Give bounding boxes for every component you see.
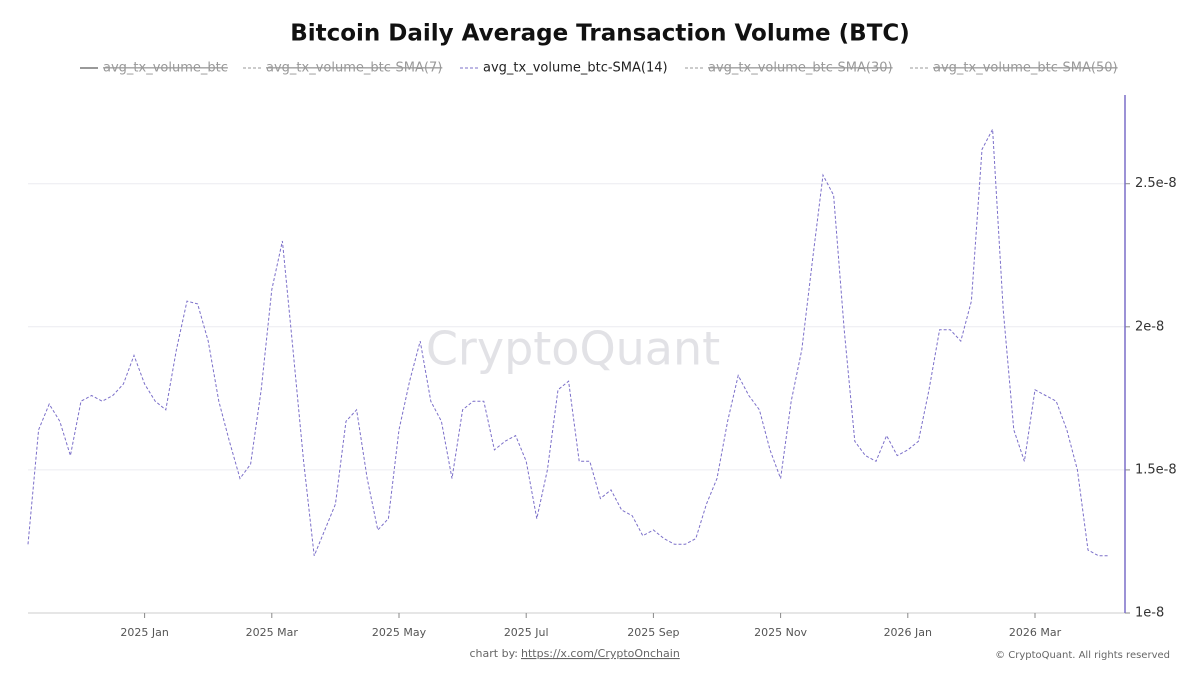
x-tick-label: 2025 Sep xyxy=(627,626,679,639)
x-tick-label: 2025 Jul xyxy=(504,626,549,639)
legend-item[interactable]: avg_tx_volume_btc-SMA(14) xyxy=(460,61,668,76)
credit-prefix: chart by: xyxy=(470,647,519,660)
y-tick-label: 2e-8 xyxy=(1135,319,1164,334)
x-tick-label: 2026 Mar xyxy=(1009,626,1062,639)
plot-area xyxy=(27,127,1110,557)
y-tick-label: 1.5e-8 xyxy=(1135,462,1177,477)
x-tick-label: 2025 Nov xyxy=(754,626,807,639)
legend-label: avg_tx_volume_btc-SMA(14) xyxy=(483,61,668,76)
legend-label: avg_tx_volume_btc-SMA(7) xyxy=(266,61,442,76)
copyright: © CryptoQuant. All rights reserved xyxy=(995,650,1170,661)
legend-label: avg_tx_volume_btc-SMA(50) xyxy=(933,61,1118,76)
legend: avg_tx_volume_btc avg_tx_volume_btc-SMA(7… xyxy=(80,61,1118,76)
legend-item[interactable]: avg_tx_volume_btc-SMA(50) xyxy=(910,61,1118,76)
credit-link[interactable]: https://x.com/CryptoOnchain xyxy=(521,647,680,660)
watermark: CryptoQuant xyxy=(426,322,720,376)
x-tick-label: 2026 Jan xyxy=(884,626,932,639)
series-line xyxy=(27,127,1110,557)
legend-item[interactable]: avg_tx_volume_btc-SMA(7) xyxy=(243,61,442,76)
y-tick-label: 2.5e-8 xyxy=(1135,176,1177,191)
y-tick-label: 1e-8 xyxy=(1135,606,1164,621)
x-tick-label: 2025 May xyxy=(372,626,427,639)
legend-label: avg_tx_volume_btc-SMA(30) xyxy=(708,61,893,76)
x-tick-label: 2025 Mar xyxy=(246,626,299,639)
legend-item[interactable]: avg_tx_volume_btc xyxy=(80,61,228,76)
legend-item[interactable]: avg_tx_volume_btc-SMA(30) xyxy=(685,61,893,76)
chart-title: Bitcoin Daily Average Transaction Volume… xyxy=(290,21,910,47)
grid: 1e-8 1.5e-8 2e-8 2.5e-8 2025 Jan 2025 Mar 2025… xyxy=(28,95,1177,639)
x-tick-label: 2025 Jan xyxy=(120,626,168,639)
legend-label: avg_tx_volume_btc xyxy=(103,61,228,76)
